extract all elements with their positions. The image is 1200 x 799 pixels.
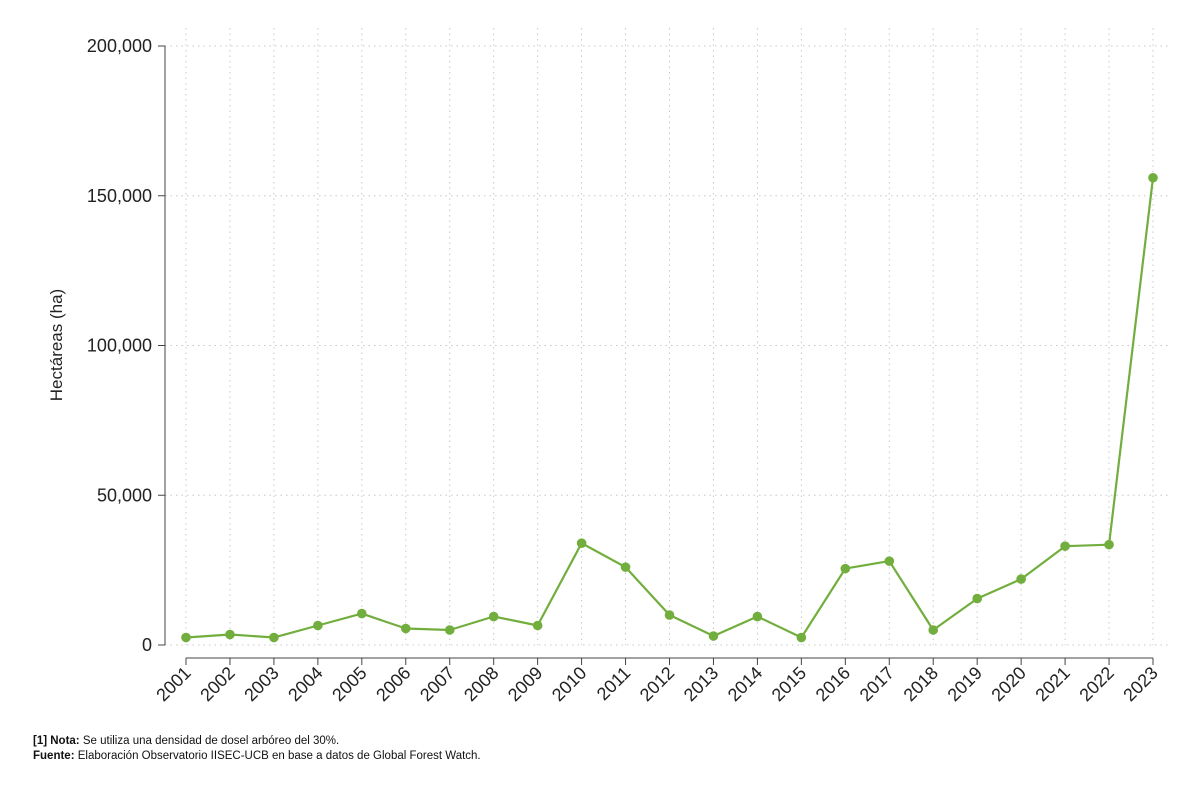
footnote-nota-label: [1] Nota: <box>33 735 80 747</box>
footnote-fuente-label: Fuente: <box>33 750 75 762</box>
y-tick-label: 100,000 <box>87 336 152 356</box>
data-point-2014 <box>752 611 763 622</box>
data-point-2013 <box>708 631 719 641</box>
data-point-2005 <box>357 608 367 619</box>
x-tick-label: 2019 <box>944 663 986 705</box>
data-point-2019 <box>972 593 982 604</box>
data-point-2012 <box>664 610 675 620</box>
x-tick-label: 2021 <box>1031 663 1073 705</box>
x-tick-label: 2011 <box>593 663 635 705</box>
data-point-2001 <box>181 632 191 643</box>
data-point-2009 <box>532 620 543 631</box>
data-point-2017 <box>884 556 895 566</box>
x-tick-label: 2015 <box>768 663 810 705</box>
x-tick-label: 2010 <box>548 663 590 705</box>
x-tick-label: 2013 <box>680 663 722 705</box>
data-point-2018 <box>928 625 939 635</box>
x-tick-label: 2020 <box>988 663 1030 705</box>
x-tick-label: 2017 <box>856 663 898 705</box>
data-point-2002 <box>225 629 235 640</box>
data-point-2021 <box>1060 541 1070 551</box>
data-point-2015 <box>796 632 807 643</box>
y-tick-label: 150,000 <box>87 186 152 206</box>
x-tick-label: 2003 <box>240 663 282 705</box>
x-tick-label: 2005 <box>328 663 370 705</box>
x-tick-label: 2006 <box>372 663 414 705</box>
y-tick-label: 50,000 <box>97 485 152 505</box>
line-chart: 0 50,000 100,000 150,000 200,000 2001 2002 2003… <box>47 28 1168 705</box>
x-tick-label: 2009 <box>504 663 546 705</box>
data-point-2010 <box>576 538 587 548</box>
footnote-fuente: Fuente: Elaboración Observatorio IISEC-U… <box>33 750 481 762</box>
x-tick-label: 2002 <box>196 663 238 705</box>
data-point-2007 <box>444 625 455 635</box>
y-axis-label: Hectáreas (ha) <box>47 289 66 401</box>
x-tick-label: 2007 <box>416 663 458 705</box>
x-tick-label: 2023 <box>1119 663 1161 705</box>
data-point-2016 <box>840 563 851 574</box>
x-tick-label: 2016 <box>812 663 854 705</box>
data-point-2023 <box>1148 172 1158 183</box>
data-point-2003 <box>269 632 279 643</box>
x-tick-label: 2022 <box>1075 663 1117 705</box>
x-tick-label: 2018 <box>900 663 942 705</box>
data-point-2008 <box>488 611 499 622</box>
grid-lines <box>165 28 1168 646</box>
x-tick-label: 2001 <box>152 663 194 705</box>
x-tick-label: 2012 <box>636 663 678 705</box>
footnote-fuente-text: Elaboración Observatorio IISEC-UCB en ba… <box>74 750 481 762</box>
x-tick-label: 2014 <box>724 663 766 705</box>
x-tick-label: 2004 <box>284 663 326 705</box>
y-tick-label: 0 <box>142 635 152 655</box>
data-point-2004 <box>313 620 323 631</box>
data-point-2011 <box>620 562 631 572</box>
footnote-nota-text: Se utiliza una densidad de dosel arbóreo… <box>79 735 340 747</box>
data-point-2006 <box>400 623 411 634</box>
y-tick-label: 200,000 <box>87 36 152 56</box>
axes: 0 50,000 100,000 150,000 200,000 2001 2002 2003… <box>87 36 1162 705</box>
data-point-2020 <box>1016 574 1026 584</box>
data-point-2022 <box>1104 539 1114 550</box>
footnote-nota: [1] Nota: Se utiliza una densidad de dos… <box>33 735 339 747</box>
x-tick-label: 2008 <box>460 663 502 705</box>
data-points <box>181 172 1158 643</box>
